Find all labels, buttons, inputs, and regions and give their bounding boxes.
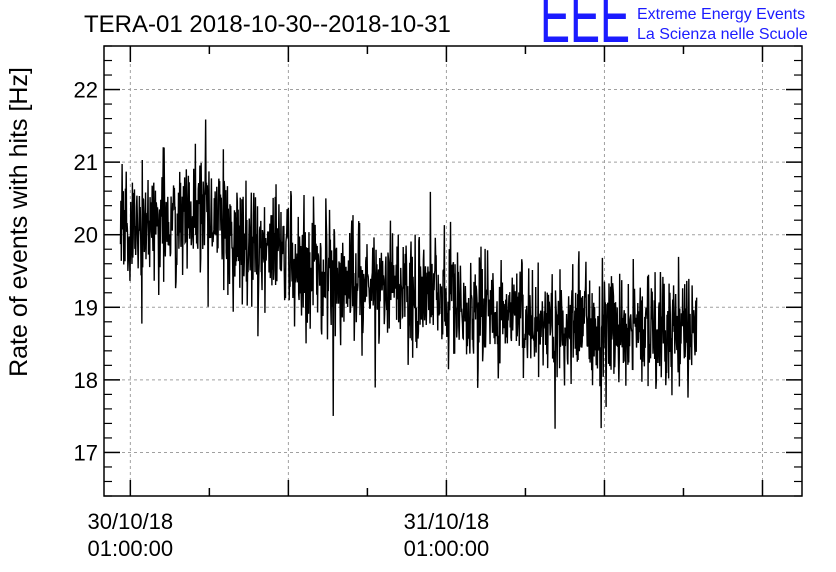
logo-mark: EEE [540,0,630,58]
x-tick-label-time: 01:00:00 [88,536,174,561]
series-layer [119,119,698,429]
rate-series-line [119,119,698,429]
y-tick-label: 18 [74,368,98,393]
plot-frame [103,45,803,497]
x-tick-label-date: 31/10/18 [404,509,490,534]
y-axis-label: Rate of events with hits [Hz] [5,67,33,377]
chart-title: TERA-01 2018-10-30--2018-10-31 [84,11,451,38]
logo-line1: Extreme Energy Events [637,6,805,23]
axis-ticks [104,45,802,497]
y-tick-label: 19 [74,295,98,320]
y-tick-label: 21 [74,150,98,175]
eee-logo: EEE Extreme Energy Events La Scienza nel… [540,0,808,58]
x-tick-label-date: 30/10/18 [88,509,174,534]
y-tick-label: 20 [74,223,98,248]
y-tick-label: 17 [74,440,98,465]
x-tick-label-time: 01:00:00 [404,536,490,561]
logo-line2: La Scienza nelle Scuole [637,26,808,43]
y-tick-labels: 17 18 19 20 21 22 [74,78,98,466]
y-tick-label: 22 [74,78,98,103]
